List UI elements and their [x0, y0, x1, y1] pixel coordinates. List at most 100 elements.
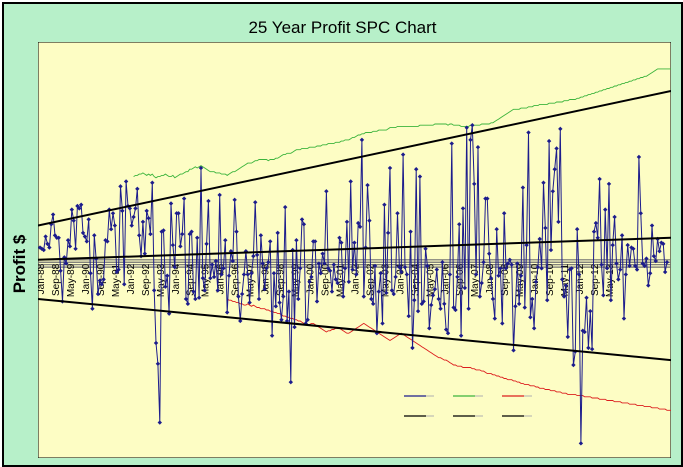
profit-point	[275, 230, 280, 236]
profit-point	[327, 268, 333, 273]
profit-point	[618, 267, 623, 272]
profit-point	[588, 308, 593, 314]
x-tick-label-16: Sep-98	[276, 263, 287, 296]
profit-point	[251, 253, 256, 259]
profit-point	[193, 296, 198, 302]
profit-point	[142, 251, 148, 256]
lower-limit-line	[226, 298, 671, 411]
profit-point	[531, 326, 537, 331]
profit-point	[438, 306, 443, 311]
profit-point	[324, 189, 329, 194]
profit-point	[593, 220, 599, 226]
profit-point	[187, 231, 192, 237]
profit-point	[432, 286, 438, 292]
profit-point	[636, 154, 642, 160]
profit-point	[178, 244, 183, 249]
profit-point	[582, 329, 587, 335]
profit-point	[219, 272, 224, 277]
profit-point	[191, 289, 196, 294]
profit-point	[457, 222, 462, 227]
profit-point	[515, 261, 520, 266]
profit-point	[312, 239, 318, 244]
profit-point	[322, 261, 327, 266]
x-tick-label-29: May-07	[470, 263, 481, 297]
profit-point	[316, 261, 322, 266]
profit-point	[589, 346, 595, 352]
profit-point	[41, 247, 46, 253]
profit-point	[254, 252, 260, 258]
profit-point	[503, 266, 509, 271]
profit-point	[625, 242, 630, 248]
profit-point	[466, 306, 471, 311]
profit-point	[86, 217, 91, 222]
profit-point	[69, 207, 75, 212]
profit-point	[427, 326, 432, 331]
profit-point	[621, 316, 627, 321]
profit-point	[223, 238, 228, 243]
profit-point	[488, 275, 494, 281]
profit-point	[554, 146, 559, 151]
x-tick-label-31: Sep-08	[500, 263, 511, 296]
profit-point	[369, 296, 374, 302]
profit-point	[262, 286, 267, 292]
profit-point	[449, 141, 454, 146]
profit-point	[610, 242, 615, 248]
profit-point	[97, 278, 103, 283]
profit-point	[135, 186, 140, 192]
profit-point	[485, 196, 490, 201]
profit-point	[535, 264, 541, 270]
profit-point	[198, 165, 204, 171]
profit-point	[140, 219, 146, 225]
profit-point	[556, 219, 561, 225]
upper-bound-trend-line	[38, 89, 671, 227]
profit-point	[584, 295, 589, 300]
profit-point	[604, 266, 610, 271]
profit-point	[501, 211, 507, 216]
profit-point	[543, 225, 548, 231]
profit-point	[148, 231, 153, 237]
x-tick-label-28: Sep-06	[455, 263, 466, 296]
profit-point	[131, 214, 136, 220]
profit-point	[530, 296, 535, 302]
profit-point	[335, 280, 340, 286]
profit-point	[410, 345, 415, 351]
profit-point	[215, 288, 221, 293]
profit-point	[339, 240, 344, 245]
profit-point	[397, 264, 402, 270]
profit-point	[78, 202, 84, 207]
profit-point	[355, 220, 361, 226]
profit-point	[552, 167, 557, 172]
profit-point	[165, 273, 170, 278]
profit-point	[614, 261, 619, 266]
profit-point	[232, 197, 237, 203]
profit-point	[271, 271, 277, 276]
profit-point	[638, 211, 643, 216]
profit-point	[473, 272, 479, 277]
profit-point	[144, 208, 149, 214]
profit-point	[116, 267, 121, 272]
profit-point	[172, 264, 177, 270]
profit-point	[354, 272, 359, 277]
profit-point	[202, 288, 207, 293]
profit-point	[346, 279, 352, 285]
profit-point	[595, 235, 600, 240]
x-tick-label-37: Sep-12	[590, 263, 601, 296]
profit-point	[329, 289, 335, 294]
x-tick-label-9: Jan-94	[171, 263, 182, 294]
x-tick-label-2: May-89	[66, 263, 77, 297]
profit-point	[82, 234, 88, 239]
profit-point	[185, 301, 191, 307]
profit-point	[112, 223, 118, 228]
profit-point	[402, 264, 408, 270]
profit-point	[238, 318, 243, 324]
profit-point	[468, 137, 473, 143]
profit-point	[576, 272, 582, 277]
profit-point	[62, 255, 67, 260]
profit-point	[631, 246, 636, 251]
profit-point	[245, 272, 250, 277]
profit-point	[601, 293, 606, 298]
profit-point	[50, 212, 56, 217]
profit-point	[181, 196, 187, 201]
profit-point	[498, 266, 503, 271]
